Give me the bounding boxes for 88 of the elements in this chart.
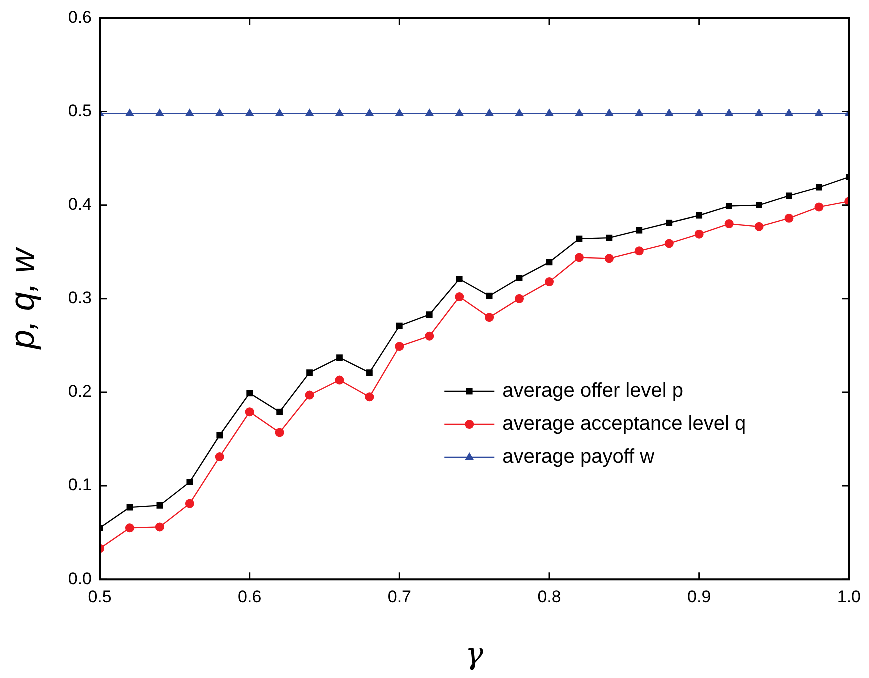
x-tick-label: 0.8 <box>538 587 562 606</box>
point <box>216 432 224 439</box>
point <box>485 313 494 322</box>
point <box>545 108 554 116</box>
point <box>125 524 134 533</box>
y-tick-label: 0.3 <box>68 288 92 308</box>
point <box>305 108 314 116</box>
y-tick-label: 0.1 <box>68 476 92 495</box>
point <box>784 108 794 116</box>
point <box>395 108 404 116</box>
point <box>545 278 554 287</box>
point <box>336 354 343 362</box>
point <box>784 214 794 223</box>
x-tick-label: 0.9 <box>688 587 712 606</box>
point <box>246 390 254 397</box>
point <box>634 246 644 256</box>
point <box>365 392 374 402</box>
point <box>726 203 732 210</box>
point <box>816 184 822 191</box>
point <box>395 342 404 352</box>
point <box>305 390 314 400</box>
point <box>335 108 344 116</box>
point <box>485 108 494 116</box>
point <box>185 499 194 508</box>
point <box>126 108 134 116</box>
point <box>754 222 764 232</box>
point <box>574 253 584 262</box>
point <box>606 234 613 242</box>
point <box>245 408 254 417</box>
point <box>186 479 194 486</box>
point <box>275 428 284 438</box>
point <box>155 522 164 532</box>
point <box>366 370 373 376</box>
point <box>455 292 464 302</box>
point <box>276 408 283 416</box>
point <box>335 376 344 385</box>
y-tick-label: 0.5 <box>68 101 92 120</box>
x-tick-label: 0.7 <box>388 587 412 606</box>
point <box>814 108 824 116</box>
point <box>666 220 673 226</box>
point <box>306 370 313 376</box>
point <box>486 292 493 300</box>
y-tick-label: 0.4 <box>68 195 92 214</box>
point <box>275 108 284 116</box>
legend-label: average offer level p <box>502 380 684 402</box>
point <box>246 108 254 116</box>
point <box>455 108 464 116</box>
point <box>724 108 734 116</box>
point <box>515 294 524 304</box>
legend-label: average acceptance level q <box>502 413 746 436</box>
point <box>426 312 433 318</box>
point <box>215 452 224 462</box>
point <box>724 220 734 229</box>
point <box>754 108 764 116</box>
point <box>515 108 524 116</box>
y-tick-label: 0.0 <box>68 569 92 588</box>
point <box>456 276 463 282</box>
point <box>425 108 434 116</box>
y-axis-title: p, q, w <box>4 246 42 350</box>
point <box>516 275 523 282</box>
point <box>546 259 553 266</box>
point <box>396 322 403 330</box>
x-tick-label: 0.6 <box>238 587 262 606</box>
point <box>216 108 224 116</box>
point <box>604 254 614 264</box>
y-tick-label: 0.6 <box>68 8 92 27</box>
point <box>425 332 434 341</box>
point <box>636 227 643 234</box>
y-tick-label: 0.2 <box>68 382 92 402</box>
point <box>786 192 792 200</box>
x-tick-label: 0.5 <box>88 587 112 606</box>
point <box>756 202 762 209</box>
x-axis-title: γ <box>466 636 484 672</box>
point <box>365 108 374 116</box>
x-tick-label: 1.0 <box>837 587 862 606</box>
point <box>635 108 644 116</box>
legend-label: average payoff w <box>502 446 656 468</box>
point <box>664 239 674 248</box>
point <box>695 108 704 116</box>
point <box>665 108 674 116</box>
point <box>814 202 824 212</box>
point <box>605 108 614 116</box>
point <box>696 212 703 219</box>
point <box>575 108 584 116</box>
point <box>156 108 164 116</box>
point <box>694 230 704 239</box>
point <box>156 502 164 509</box>
point <box>186 108 194 116</box>
